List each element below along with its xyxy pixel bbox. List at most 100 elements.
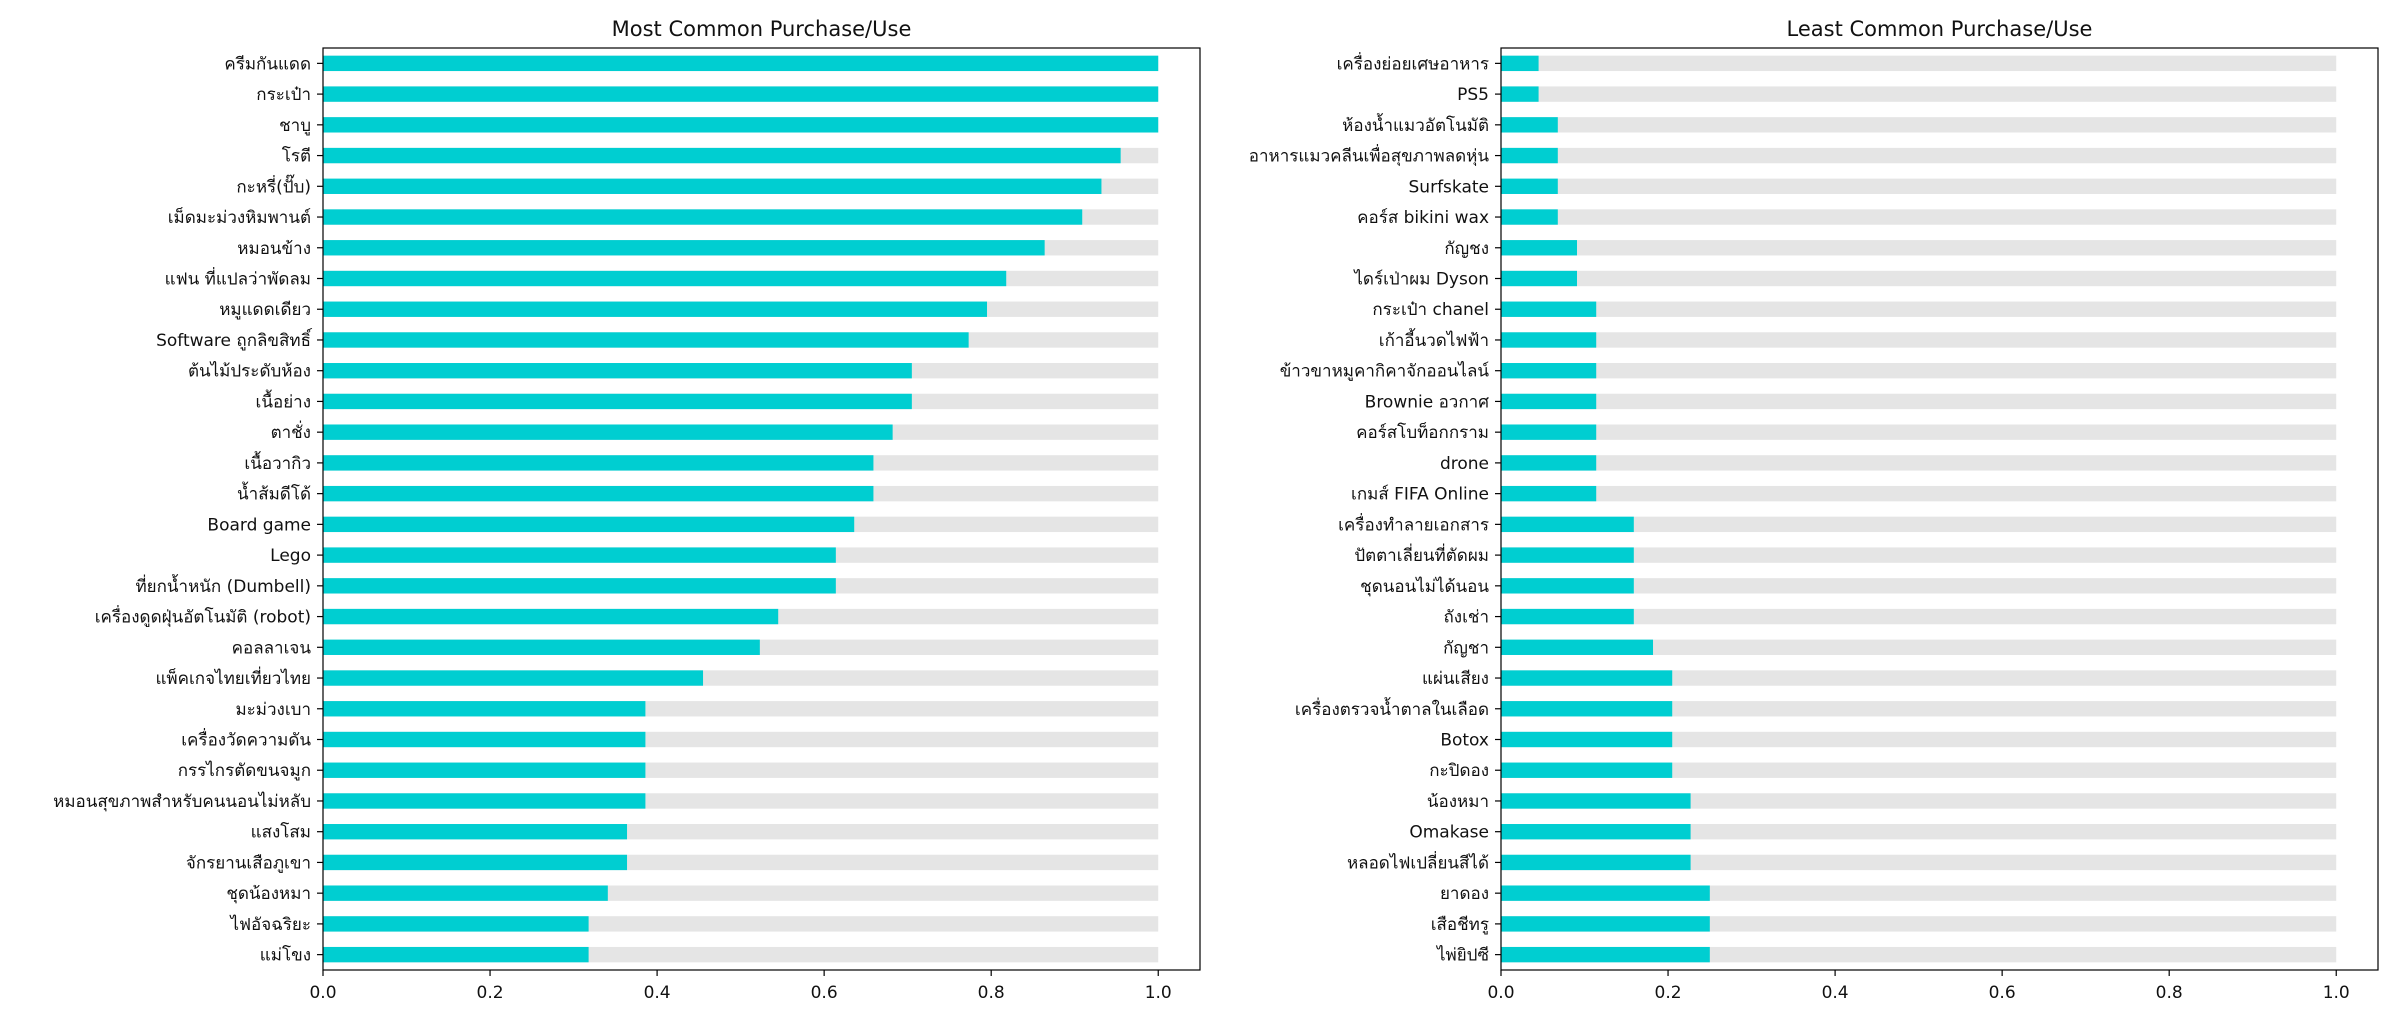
value-bar <box>323 117 1159 133</box>
y-tick-label: แผ่นเสียง <box>1422 669 1489 689</box>
axes-frame <box>322 47 1201 971</box>
y-tick-label: จักรยานเสือภูเขา <box>186 853 311 873</box>
value-bar <box>323 885 608 901</box>
value-bar <box>1501 578 1634 594</box>
background-bar <box>1501 86 2337 102</box>
background-bar <box>1501 332 2337 348</box>
y-tick-label: กะหรี่(ปั๊บ) <box>236 173 311 197</box>
value-bar <box>1501 885 1710 901</box>
background-bar <box>1501 854 2337 871</box>
background-bar <box>1501 424 2337 440</box>
x-tick-label: 0.4 <box>1822 983 1849 1003</box>
y-tick-label: กะปิดอง <box>1429 761 1489 781</box>
background-bar <box>1501 270 2337 287</box>
background-bar <box>1501 485 2337 502</box>
y-tick-label: ห้องน้ำแมวอัตโนมัติ <box>1342 113 1489 136</box>
value-bar <box>323 670 704 686</box>
value-bar <box>1501 824 1691 840</box>
y-tick-label: กระเป๋า chanel <box>1372 300 1489 320</box>
value-bar <box>323 270 1007 287</box>
value-bar <box>323 86 1159 102</box>
background-bar <box>1501 824 2337 840</box>
value-bar <box>323 178 1102 194</box>
x-tick-label: 1.0 <box>1145 983 1172 1003</box>
chart-panel-1: Most Common Purchase/Use ครีมกันแดดกระเป๋… <box>53 17 1201 1003</box>
value-bar <box>1501 240 1578 256</box>
value-bar <box>1501 301 1597 317</box>
value-bar <box>323 701 646 717</box>
y-tick-label: คอร์ส bikini wax <box>1357 208 1489 228</box>
background-bar <box>1501 393 2337 410</box>
y-tick-label: แสงโสม <box>251 822 311 843</box>
background-bar <box>1501 578 2337 594</box>
value-bar <box>1501 455 1597 471</box>
value-bar <box>1501 762 1673 778</box>
x-tick-label: 0.8 <box>2156 983 2183 1003</box>
value-bar <box>323 824 628 840</box>
value-bar <box>1501 332 1597 348</box>
value-bar <box>1501 393 1597 410</box>
chart-title: Most Common Purchase/Use <box>612 17 912 41</box>
y-tick-label: เก้าอี้นวดไฟฟ้า <box>1379 328 1489 351</box>
x-tick-label: 0.6 <box>811 983 838 1003</box>
y-tick-label: Board game <box>207 515 311 535</box>
background-bar <box>1501 639 2337 655</box>
y-tick-label: กระเป๋า <box>256 85 311 105</box>
y-tick-label: Lego <box>270 546 311 566</box>
y-tick-label: แฟน ที่แปลว่าพัดลม <box>165 267 311 290</box>
y-tick-label: ไฟอัจฉริยะ <box>228 914 311 935</box>
x-tick-label: 0.6 <box>1989 983 2016 1003</box>
background-bar <box>1501 178 2337 194</box>
value-bar <box>1501 363 1597 379</box>
value-bar <box>323 793 646 809</box>
y-tick-label: ที่ยกน้ำหนัก (Dumbell) <box>135 574 311 597</box>
value-bar <box>323 209 1083 225</box>
value-bar <box>1501 117 1558 133</box>
y-tick-label: แพ็คเกจไทยเที่ยวไทย <box>155 666 311 689</box>
y-tick-label: หมอนสุขภาพสำหรับคนนอนไม่หลับ <box>53 791 311 812</box>
value-bar <box>323 485 874 502</box>
y-tick-label: เสือชีทรู <box>1431 915 1489 935</box>
y-tick-label: Software ถูกลิขสิทธิ์ <box>156 328 313 351</box>
background-bar <box>1501 55 2337 72</box>
x-tick-label: 0.4 <box>644 983 671 1003</box>
y-tick-label: เม็ดมะม่วงหิมพานต์ <box>168 206 311 228</box>
background-bar <box>1501 117 2337 133</box>
y-tick-label: คอร์สโบท็อกกราม <box>1356 421 1489 443</box>
value-bar <box>323 55 1159 72</box>
y-tick-label: เครื่องย่อยเศษอาหาร <box>1337 51 1489 74</box>
y-tick-label: Surfskate <box>1409 177 1489 197</box>
y-tick-label: เนื้อวากิว <box>244 451 311 474</box>
value-bar <box>323 762 646 778</box>
value-bar <box>323 424 893 440</box>
x-tick-label: 0.0 <box>309 983 336 1003</box>
background-bar <box>1501 363 2337 379</box>
y-tick-label: หลอดไฟเปลี่ยนสีได้ <box>1347 850 1489 873</box>
background-bar <box>1501 701 2337 717</box>
y-tick-label: น้ำส้มดีโด้ <box>237 482 311 505</box>
y-tick-label: เครื่องวัดความดัน <box>181 728 311 751</box>
chart-panel-2: Least Common Purchase/Use เครื่องย่อยเศษอ… <box>1249 17 2379 1003</box>
y-tick-label: โรตี <box>282 146 311 167</box>
value-bar <box>1501 731 1673 748</box>
y-tick-label: Omakase <box>1409 823 1489 843</box>
value-bar <box>323 455 874 471</box>
value-bar <box>323 639 760 655</box>
value-bar <box>323 916 589 932</box>
y-tick-label: กัญชา <box>1443 638 1489 658</box>
y-tick-label: กัญชง <box>1444 239 1489 259</box>
value-bar <box>1501 86 1539 102</box>
value-bar <box>1501 793 1691 809</box>
y-tick-label: Botox <box>1440 731 1489 751</box>
value-bar <box>1501 178 1558 194</box>
background-bar <box>1501 793 2337 809</box>
background-bar <box>1501 516 2337 533</box>
y-tick-label: เนื้อย่าง <box>256 389 311 412</box>
value-bar <box>1501 485 1597 502</box>
value-bar <box>323 946 589 963</box>
background-bar <box>1501 301 2337 317</box>
value-bar <box>1501 916 1710 932</box>
y-tick-label: ชุดนอนไม่ได้นอน <box>1360 576 1489 597</box>
y-tick-label: ข้าวขาหมูคากิคาจักออนไลน์ <box>1280 361 1490 382</box>
